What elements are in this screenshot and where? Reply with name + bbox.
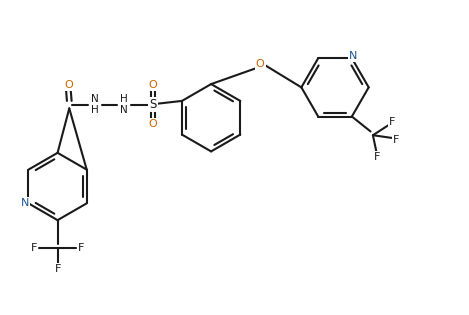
Text: F: F <box>393 135 400 145</box>
Text: N
H: N H <box>91 94 99 116</box>
Text: F: F <box>373 152 380 162</box>
Text: H
N: H N <box>120 94 128 116</box>
Text: N: N <box>348 51 357 61</box>
Text: S: S <box>149 98 157 111</box>
Text: F: F <box>31 243 38 253</box>
Text: F: F <box>389 117 396 127</box>
Text: O: O <box>256 59 265 69</box>
Text: O: O <box>64 80 73 89</box>
Text: N: N <box>21 198 29 208</box>
Text: F: F <box>54 264 61 274</box>
Text: O: O <box>149 80 157 90</box>
Text: O: O <box>149 119 157 129</box>
Text: F: F <box>78 243 84 253</box>
